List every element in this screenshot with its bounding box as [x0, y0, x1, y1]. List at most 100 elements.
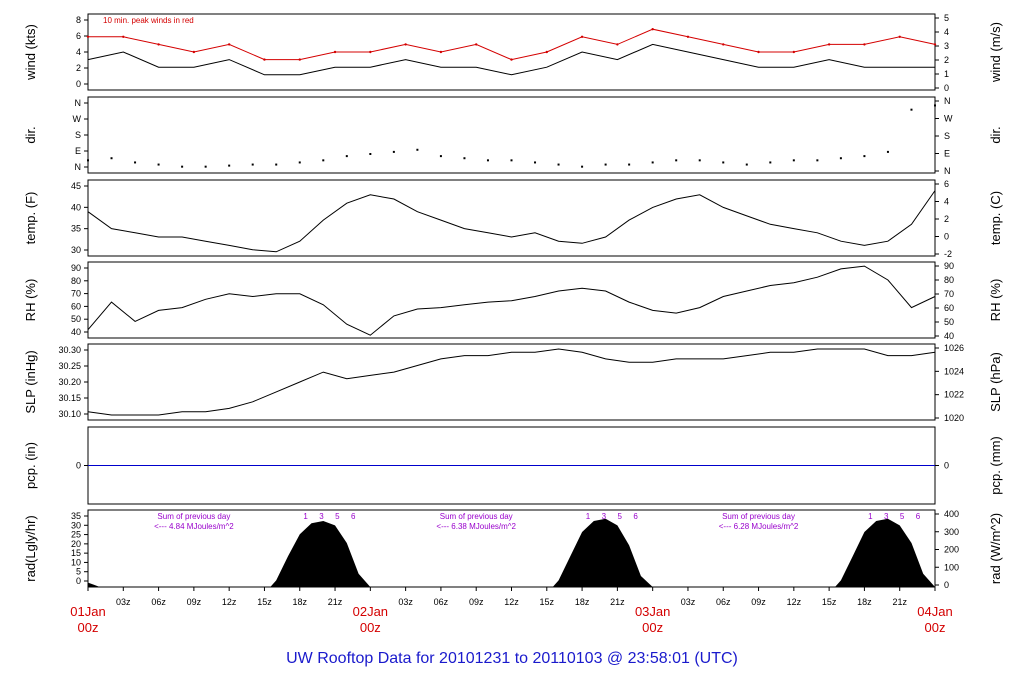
wind-ytick-left-label: 6 [76, 31, 81, 41]
rad-sun-mark: 6 [916, 512, 921, 521]
rad-annotation-line1: Sum of previous day [722, 512, 795, 521]
wind-peak-point [475, 43, 478, 46]
x-hour-label: 03z [681, 597, 696, 607]
dir-point [628, 163, 631, 166]
x-hour-label: 09z [187, 597, 202, 607]
dir-point [369, 153, 372, 155]
slp-series-line [87, 348, 936, 416]
temp-ylabel-left: temp. (F) [23, 192, 38, 245]
rad-annotation-line2: <--- 4.84 MJoules/m^2 [154, 522, 234, 531]
rad-ytick-left-label: 10 [71, 557, 81, 567]
wind-peak-point [545, 50, 548, 54]
dir-point [204, 165, 207, 168]
x-hour-label: 18z [857, 597, 872, 607]
dir-ylabel-right: dir. [988, 126, 1003, 143]
x-day-sublabel: 00z [642, 620, 663, 635]
x-hour-label: 09z [751, 597, 766, 607]
rh-panel-frame [87, 261, 936, 339]
dir-point [486, 159, 489, 162]
x-day-sublabel: 00z [925, 620, 946, 635]
wind-peak-point [439, 50, 443, 54]
wind-peak-point [757, 50, 760, 54]
x-hour-label: 03z [398, 597, 413, 607]
rh-ytick-left-label: 40 [71, 327, 81, 337]
rh-ytick-right-label: 80 [944, 275, 954, 285]
temp-ytick-right-label: 4 [944, 197, 949, 207]
dir-point [792, 159, 795, 162]
dir-panel-frame [87, 96, 936, 174]
rad-sun-mark: 1 [868, 512, 873, 521]
wind-peak-point [192, 50, 196, 54]
rad-annotation-line1: Sum of previous day [440, 512, 513, 521]
wind-peak-point [86, 35, 90, 38]
wind-ylabel-left: wind (kts) [23, 24, 38, 81]
rh-ytick-left-label: 60 [71, 301, 81, 311]
rad-sun-mark: 5 [618, 512, 623, 521]
wind-peak-point [898, 35, 901, 38]
wind-peak-point [863, 43, 866, 46]
dir-point [110, 157, 113, 160]
x-hour-label: 18z [575, 597, 590, 607]
wind-peak-point [651, 28, 654, 31]
x-day-label: 03Jan [635, 604, 670, 619]
wind-peak-point [580, 35, 584, 38]
x-hour-label: 21z [892, 597, 907, 607]
rad-ytick-right-label: 200 [944, 545, 959, 555]
dir-point [722, 161, 725, 164]
dir-ytick-left-label: N [75, 98, 82, 108]
rad-area [88, 518, 935, 587]
slp-ylabel-left: SLP (inHg) [23, 350, 38, 413]
temp-ytick-left-label: 45 [71, 181, 81, 191]
pcp-ylabel-right: pcp. (mm) [988, 436, 1003, 495]
rad-annotation-line2: <--- 6.38 MJoules/m^2 [436, 522, 516, 531]
rad-ytick-right-label: 0 [944, 580, 949, 590]
dir-ylabel-left: dir. [23, 126, 38, 143]
dir-point [251, 163, 254, 166]
dir-point [87, 159, 89, 162]
rh-ytick-right-label: 50 [944, 317, 954, 327]
dir-point [934, 104, 936, 107]
x-hour-label: 21z [610, 597, 625, 607]
temp-ytick-left-label: 35 [71, 224, 81, 234]
dir-point [416, 148, 419, 151]
dir-ytick-left-label: N [75, 162, 82, 172]
temp-panel-frame [87, 179, 936, 257]
wind-ytick-left-label: 0 [76, 79, 81, 89]
rad-sun-mark: 5 [335, 512, 340, 521]
dir-point [557, 163, 560, 166]
rad-ytick-left-label: 25 [71, 530, 81, 540]
x-hour-label: 15z [257, 597, 272, 607]
wind-series-line [87, 43, 935, 76]
dir-point [134, 161, 137, 164]
wind-peak-point [227, 43, 231, 46]
dir-point [439, 155, 442, 158]
rh-ytick-right-label: 40 [944, 331, 954, 341]
wind-ytick-right-label: 0 [944, 83, 949, 93]
wind-peak-point [792, 50, 796, 54]
rh-series-line [87, 265, 936, 336]
pcp-ytick-right-label: 0 [944, 461, 949, 471]
temp-series-line [87, 190, 936, 253]
x-hour-label: 06z [151, 597, 166, 607]
dir-point [675, 159, 678, 162]
x-hour-label: 03z [116, 597, 131, 607]
dir-point [698, 159, 701, 162]
wind-ytick-right-label: 5 [944, 13, 949, 23]
pcp-ytick-left-label: 0 [76, 461, 81, 471]
wind-peak-point [157, 43, 160, 46]
dir-point [651, 161, 654, 164]
slp-ytick-right-label: 1024 [944, 366, 964, 376]
rad-ylabel-right: rad (W/m^2) [988, 513, 1003, 584]
slp-ytick-left-label: 30.10 [58, 409, 81, 419]
rh-ytick-left-label: 80 [71, 276, 81, 286]
rad-ytick-left-label: 30 [71, 520, 81, 530]
wind-peak-point [722, 43, 725, 46]
rad-sun-mark: 6 [633, 512, 638, 521]
temp-ytick-right-label: 0 [944, 232, 949, 242]
slp-ytick-right-label: 1022 [944, 390, 964, 400]
dir-point [863, 155, 866, 158]
x-hour-label: 12z [504, 597, 519, 607]
dir-point [581, 165, 584, 168]
dir-point [228, 164, 231, 167]
x-day-sublabel: 00z [78, 620, 99, 635]
